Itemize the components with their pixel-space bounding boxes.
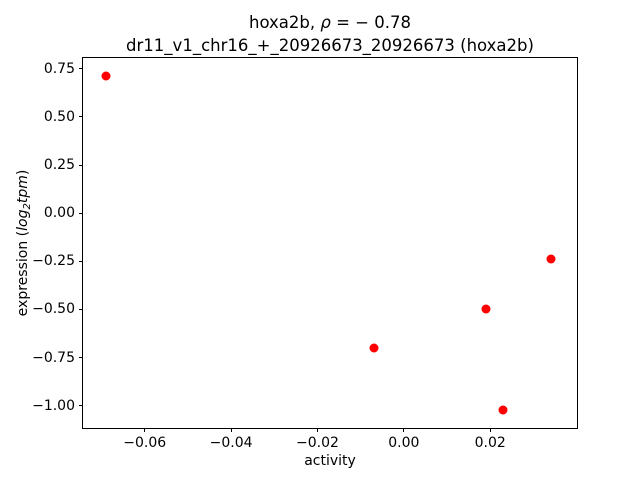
x-tick-mark: [144, 428, 146, 432]
y-tick-label: −1.00: [32, 397, 75, 414]
x-tick-mark: [230, 428, 232, 432]
ylabel-suffix: ): [15, 169, 31, 176]
data-point: [546, 254, 556, 264]
y-axis-label: expression (log2tpm): [15, 170, 33, 317]
y-tick-label: 0.75: [43, 60, 75, 77]
chart-title-block: hoxa2b, ρ = − 0.78 dr11_v1_chr16_+_20926…: [126, 11, 534, 57]
data-point: [498, 405, 508, 415]
y-tick-label: 0.50: [43, 108, 75, 125]
x-tick-label: −0.06: [123, 435, 167, 451]
y-tick-mark: [79, 116, 83, 118]
y-tick-mark: [79, 212, 83, 214]
x-tick-label: 0.02: [474, 435, 506, 451]
y-tick-mark: [79, 405, 83, 407]
x-tick-mark: [489, 428, 491, 432]
x-tick-mark: [403, 428, 405, 432]
y-tick-label: 0.25: [43, 157, 75, 174]
x-tick-mark: [316, 428, 318, 432]
y-tick-label: 0.00: [43, 205, 75, 222]
chart-subtitle: dr11_v1_chr16_+_20926673_20926673 (hoxa2…: [126, 36, 534, 55]
title-rho-symbol: ρ: [320, 13, 331, 32]
title-gene-text: hoxa2b,: [248, 13, 321, 32]
y-tick-mark: [79, 308, 83, 310]
y-tick-mark: [79, 357, 83, 359]
data-point: [369, 343, 379, 353]
y-tick-mark: [79, 260, 83, 262]
ylabel-tpm-text: tpm: [15, 175, 31, 204]
x-axis-label: activity: [304, 453, 356, 469]
title-rho-value: = − 0.78: [330, 13, 411, 32]
y-tick-mark: [79, 68, 83, 70]
data-point: [481, 304, 491, 314]
chart-title: hoxa2b, ρ = − 0.78: [126, 11, 534, 34]
x-tick-label: 0.00: [388, 435, 420, 451]
x-tick-label: −0.04: [209, 435, 253, 451]
ylabel-log-text: log: [15, 209, 31, 231]
y-tick-label: −0.25: [32, 253, 75, 270]
x-tick-label: −0.02: [296, 435, 339, 451]
y-tick-label: −0.75: [32, 349, 75, 366]
ylabel-log-subscript: 2: [22, 203, 33, 210]
axes-area: −0.06 −0.04 −0.02 0.00 0.02 0.75 0.50 0.25 0.00 −…: [32, 57, 578, 451]
y-tick-mark: [79, 164, 83, 166]
y-tick-label: −0.50: [32, 301, 75, 318]
ylabel-prefix: expression (: [15, 230, 31, 317]
data-point: [101, 71, 111, 81]
